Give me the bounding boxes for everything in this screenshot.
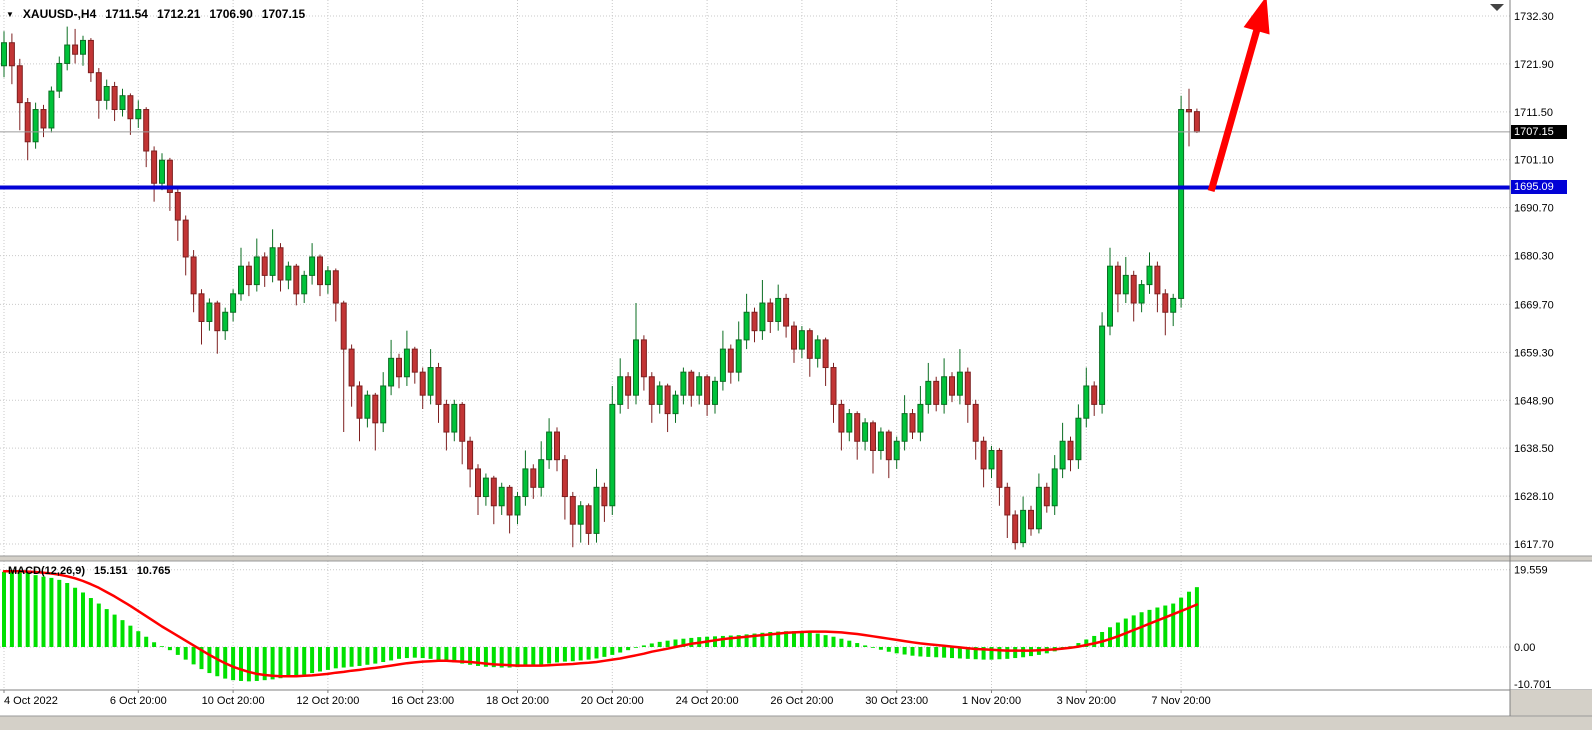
current-price-tag: 1707.15 bbox=[1511, 125, 1567, 139]
axis-layer: 1732.30 1721.90 1711.50 1701.10 1690.70 1680.… bbox=[3, 0, 1554, 716]
ohlc-close: 1707.15 bbox=[261, 7, 306, 21]
time-axis-label: 16 Oct 23:00 bbox=[391, 695, 454, 707]
macd-axis-label: 19.559 bbox=[1514, 565, 1548, 577]
price-axis-label: 1638.50 bbox=[1514, 443, 1554, 455]
time-axis-label: 3 Nov 20:00 bbox=[1057, 695, 1116, 707]
symbol-ohlc-line: ▼ XAUUSD-,H4 1711.54 1712.21 1706.90 170… bbox=[6, 7, 305, 21]
time-axis-label: 4 Oct 2022 bbox=[4, 695, 58, 707]
time-axis-label: 24 Oct 20:00 bbox=[676, 695, 739, 707]
macd-axis-label: -10.701 bbox=[1514, 679, 1551, 691]
time-axis-label: 18 Oct 20:00 bbox=[486, 695, 549, 707]
ohlc-low: 1706.90 bbox=[209, 7, 253, 21]
macd-layer bbox=[2, 569, 1199, 682]
candles-layer bbox=[1, 26, 1200, 550]
macd-signal-value: 10.765 bbox=[136, 565, 171, 577]
chart-shift-marker-icon[interactable] bbox=[1490, 4, 1504, 11]
macd-indicator-label: MACD(12,26,9) 15.151 10.765 bbox=[8, 565, 170, 577]
time-axis-label: 1 Nov 20:00 bbox=[962, 695, 1021, 707]
grid-layer bbox=[0, 0, 1510, 689]
trend-arrow[interactable] bbox=[1207, 0, 1270, 193]
price-axis-label: 1711.50 bbox=[1514, 107, 1553, 119]
time-axis-label: 12 Oct 20:00 bbox=[296, 695, 359, 707]
price-axis-label: 1648.90 bbox=[1514, 395, 1554, 407]
time-axis-label: 26 Oct 20:00 bbox=[770, 695, 833, 707]
hline-price-tag: 1695.09 bbox=[1511, 180, 1567, 194]
price-axis-label: 1628.10 bbox=[1514, 491, 1554, 503]
price-axis-label: 1680.30 bbox=[1514, 251, 1554, 263]
annotations-layer[interactable] bbox=[0, 0, 1510, 193]
time-axis-label: 30 Oct 23:00 bbox=[865, 695, 928, 707]
price-axis-label: 1617.70 bbox=[1514, 539, 1554, 551]
price-axis-label: 1690.70 bbox=[1514, 203, 1554, 215]
macd-axis-label: 0.00 bbox=[1514, 642, 1535, 654]
ohlc-high: 1712.21 bbox=[156, 7, 201, 21]
time-axis-label: 6 Oct 20:00 bbox=[110, 695, 167, 707]
panel-chrome-layer bbox=[0, 555, 1592, 730]
macd-main-value: 15.151 bbox=[94, 565, 128, 577]
price-axis-label: 1732.30 bbox=[1514, 11, 1554, 23]
price-axis-label: 1721.90 bbox=[1514, 59, 1554, 71]
price-axis-label: 1659.30 bbox=[1514, 347, 1554, 359]
macd-signal-line bbox=[2, 569, 1199, 678]
time-axis-label: 7 Nov 20:00 bbox=[1151, 695, 1210, 707]
ohlc-open: 1711.54 bbox=[105, 7, 148, 21]
macd-title: MACD(12,26,9) bbox=[8, 565, 86, 577]
time-axis-label: 20 Oct 20:00 bbox=[581, 695, 644, 707]
price-axis-label: 1669.70 bbox=[1514, 299, 1554, 311]
symbol-title: XAUUSD-,H4 bbox=[22, 7, 97, 21]
time-axis-label: 10 Oct 20:00 bbox=[202, 695, 265, 707]
price-axis-label: 1701.10 bbox=[1514, 155, 1554, 167]
dropdown-triangle-icon[interactable]: ▼ bbox=[6, 10, 14, 19]
